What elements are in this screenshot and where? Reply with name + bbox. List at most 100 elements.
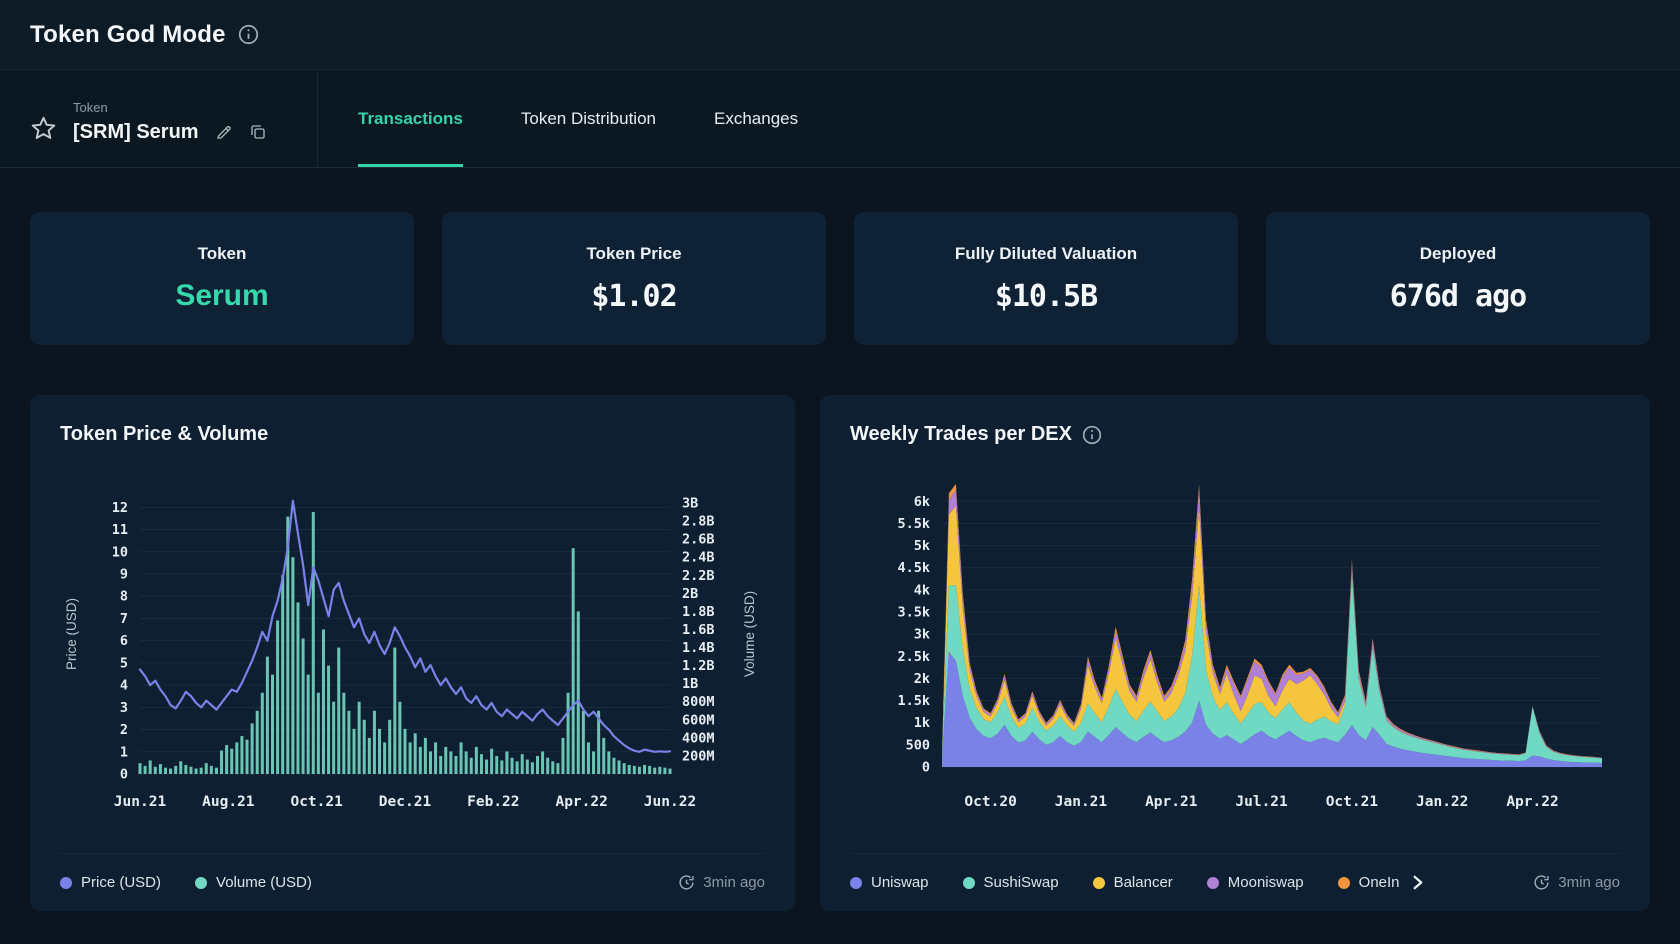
svg-text:1B: 1B bbox=[682, 676, 698, 692]
page-title: Token God Mode bbox=[30, 20, 226, 48]
info-icon[interactable] bbox=[238, 24, 259, 45]
legend-dot-icon bbox=[1206, 876, 1219, 889]
stat-card-token-price: Token Price $1.02 bbox=[442, 212, 826, 345]
svg-text:3: 3 bbox=[120, 700, 128, 716]
svg-text:7: 7 bbox=[120, 611, 128, 627]
tab-exchanges[interactable]: Exchanges bbox=[714, 109, 799, 128]
svg-text:Oct.20: Oct.20 bbox=[964, 794, 1016, 810]
stat-label: Fully Diluted Valuation bbox=[954, 243, 1138, 263]
svg-text:Jul.21: Jul.21 bbox=[1235, 794, 1288, 810]
trades-axis-ticks: 6k 5.5k 5k 4.5k 4k 3.5k 3k 2.5k 2k 1.5k 1k 500 0 bbox=[897, 494, 930, 776]
svg-text:500: 500 bbox=[906, 737, 930, 753]
legend-label: Balancer bbox=[1113, 874, 1173, 891]
right-panel-title: Weekly Trades per DEX bbox=[850, 423, 1620, 446]
token-selector: Token [SRM] Serum bbox=[0, 70, 318, 167]
right-legend-item-sushiswap[interactable]: SushiSwap bbox=[962, 874, 1059, 891]
svg-text:Aug.21: Aug.21 bbox=[202, 794, 255, 810]
stat-card-token: Token Serum bbox=[30, 212, 414, 345]
right-legend-item-mooniswap[interactable]: Mooniswap bbox=[1206, 874, 1304, 891]
legend-dot-icon bbox=[850, 876, 862, 889]
svg-text:Oct.21: Oct.21 bbox=[1326, 794, 1379, 810]
svg-text:2B: 2B bbox=[682, 586, 698, 602]
svg-text:Apr.22: Apr.22 bbox=[1506, 794, 1558, 810]
copy-icon[interactable] bbox=[249, 123, 267, 141]
token-subheader: Token [SRM] Serum Transactions bbox=[0, 70, 1680, 168]
legend-dot-icon bbox=[60, 876, 72, 889]
legend-label: Mooniswap bbox=[1227, 874, 1304, 891]
area-series-sushiswap bbox=[942, 574, 1602, 763]
legend-dot-icon bbox=[962, 876, 975, 889]
token-selector-value[interactable]: [SRM] Serum bbox=[73, 120, 199, 143]
token-price-volume-panel: Token Price & Volume 12 11 10 9 8 7 6 5 4 3 2 1 0 3B 2… bbox=[30, 395, 795, 911]
left-panel-title: Token Price & Volume bbox=[60, 423, 765, 446]
info-icon[interactable] bbox=[1082, 425, 1102, 445]
svg-text:8: 8 bbox=[120, 589, 128, 605]
right-chart-x-axis-labels: Oct.20 Jan.21 Apr.21 Jul.21 Oct.21 Jan.22 Apr.… bbox=[964, 794, 1558, 810]
weekly-trades-chart: 6k 5.5k 5k 4.5k 4k 3.5k 3k 2.5k 2k 1.5k 1k 500 0 Oct.… bbox=[897, 484, 1602, 810]
svg-text:Oct.21: Oct.21 bbox=[290, 794, 343, 810]
right-legend-item-onein[interactable]: OneIn bbox=[1337, 874, 1400, 891]
svg-text:Dec.21: Dec.21 bbox=[379, 794, 432, 810]
stat-card-deployed: Deployed 676d ago bbox=[1266, 212, 1650, 345]
stat-label: Token bbox=[197, 244, 247, 263]
svg-text:Apr.21: Apr.21 bbox=[1145, 794, 1198, 810]
svg-text:200M: 200M bbox=[682, 748, 715, 764]
svg-text:0: 0 bbox=[120, 767, 128, 783]
token-info: Token [SRM] Serum bbox=[73, 100, 267, 144]
svg-text:2.8B: 2.8B bbox=[682, 514, 715, 530]
right-panel-title-text: Weekly Trades per DEX bbox=[850, 423, 1072, 445]
right-legend-item-balancer[interactable]: Balancer bbox=[1092, 874, 1173, 891]
edit-icon[interactable] bbox=[215, 123, 233, 141]
svg-text:0: 0 bbox=[922, 760, 930, 776]
price-line-series bbox=[138, 499, 672, 753]
tab-transactions[interactable]: Transactions bbox=[358, 70, 463, 167]
svg-text:2.6B: 2.6B bbox=[682, 532, 715, 548]
left-legend-item-price-usd-[interactable]: Price (USD) bbox=[60, 874, 161, 891]
svg-text:5k: 5k bbox=[914, 538, 930, 554]
legend-label: Volume (USD) bbox=[216, 874, 312, 891]
svg-text:2k: 2k bbox=[914, 671, 930, 687]
left-panel-footer: Price (USD) Volume (USD) 3min ago bbox=[60, 853, 765, 911]
refresh-clock-icon[interactable] bbox=[1533, 874, 1550, 891]
stat-value: 676d ago bbox=[1389, 278, 1527, 314]
area-series-balancer bbox=[942, 505, 1602, 759]
svg-text:3.5k: 3.5k bbox=[897, 605, 930, 621]
favorite-star-icon[interactable] bbox=[30, 115, 57, 142]
charts-row: Token Price & Volume 12 11 10 9 8 7 6 5 4 3 2 1 0 3B 2… bbox=[30, 395, 1650, 911]
refresh-clock-icon[interactable] bbox=[678, 874, 695, 891]
svg-text:600M: 600M bbox=[682, 712, 715, 728]
svg-text:1.8B: 1.8B bbox=[682, 604, 715, 620]
svg-text:Feb.22: Feb.22 bbox=[467, 794, 519, 810]
left-chart-legend: Price (USD) Volume (USD) bbox=[60, 874, 312, 891]
tab-token-distribution[interactable]: Token Distribution bbox=[520, 109, 656, 128]
svg-text:2.5k: 2.5k bbox=[897, 649, 930, 665]
svg-text:Jun.22: Jun.22 bbox=[644, 794, 696, 810]
legend-label: Uniswap bbox=[871, 874, 929, 891]
svg-text:Jan.21: Jan.21 bbox=[1055, 794, 1108, 810]
legend-dot-icon bbox=[1092, 876, 1105, 889]
right-chart-legend: Uniswap SushiSwap Balancer Mooniswap OneIn bbox=[850, 874, 1400, 891]
volume-axis-ticks: 3B 2.8B 2.6B 2.4B 2.2B 2B 1.8B 1.6B 1.4B 1.2B 1B 80… bbox=[682, 496, 715, 765]
right-legend-item-uniswap[interactable]: Uniswap bbox=[850, 874, 929, 891]
stat-label: Deployed bbox=[1419, 243, 1497, 263]
left-panel-title-text: Token Price & Volume bbox=[60, 423, 269, 445]
svg-text:5: 5 bbox=[120, 655, 128, 671]
svg-text:800M: 800M bbox=[682, 694, 715, 710]
left-updated-text: 3min ago bbox=[703, 874, 765, 891]
legend-dot-icon bbox=[195, 876, 208, 889]
svg-text:1.2B: 1.2B bbox=[682, 658, 715, 674]
legend-dot-icon bbox=[1337, 876, 1350, 889]
svg-text:Jan.22: Jan.22 bbox=[1416, 794, 1468, 810]
left-legend-item-volume-usd-[interactable]: Volume (USD) bbox=[195, 874, 312, 891]
svg-text:3k: 3k bbox=[914, 627, 930, 643]
token-selector-label: Token bbox=[73, 99, 108, 115]
svg-text:1k: 1k bbox=[914, 715, 930, 731]
token-price-volume-chart: 12111098765432103B2.8B2.6B2.4B2.2B2B1.8B… bbox=[64, 496, 757, 810]
svg-text:1.6B: 1.6B bbox=[682, 622, 715, 638]
stat-value: Serum bbox=[175, 279, 269, 312]
legend-overflow-chevron-icon[interactable] bbox=[1410, 875, 1425, 890]
svg-text:11: 11 bbox=[112, 522, 128, 538]
left-updated-status: 3min ago bbox=[678, 874, 765, 891]
legend-label: Price (USD) bbox=[81, 874, 162, 891]
